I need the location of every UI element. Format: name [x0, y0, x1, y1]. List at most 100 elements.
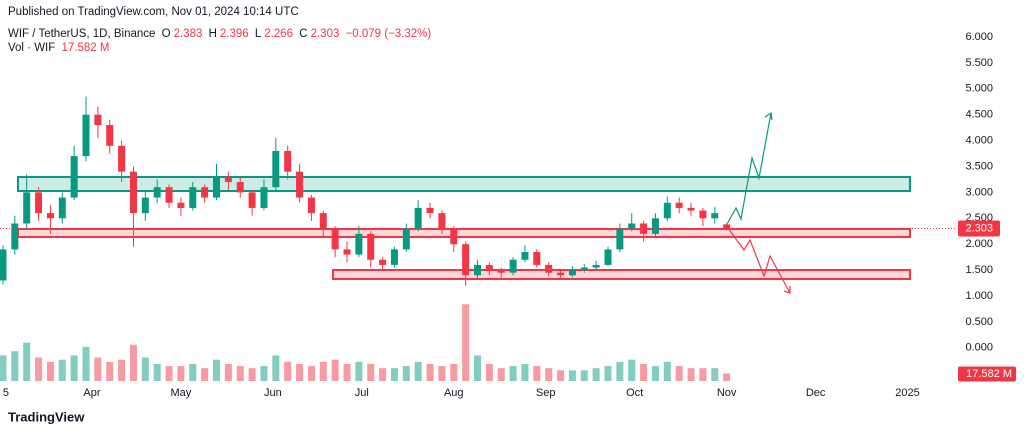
- o-key: O: [161, 28, 171, 40]
- candle-body: [177, 202, 185, 208]
- candle-body: [675, 202, 683, 208]
- l-value: 2.266: [264, 28, 294, 40]
- candle-body: [343, 249, 351, 255]
- bull-arrowhead: [764, 111, 773, 121]
- candle-body: [165, 187, 173, 203]
- candle-body: [485, 264, 493, 271]
- l-key: L: [254, 28, 262, 40]
- volume-bar: [141, 357, 149, 381]
- volume-bar: [70, 355, 78, 381]
- volume-bar: [296, 363, 304, 381]
- volume-bar: [94, 357, 102, 381]
- bear-arrowhead: [783, 286, 791, 294]
- candle-body: [82, 114, 90, 157]
- volume-bar: [628, 359, 636, 381]
- y-tick-label: 6.000: [965, 31, 993, 43]
- volume-bar: [165, 366, 173, 381]
- volume-bar: [640, 363, 648, 381]
- brand: TradingView: [8, 409, 85, 424]
- candle-body: [509, 259, 517, 273]
- legend: WIF / TetherUS, 1D, Binance O 2.383 H 2.39…: [8, 28, 434, 40]
- x-tick-label: 5: [3, 387, 9, 399]
- candle-body: [0, 249, 7, 281]
- volume-bar: [153, 363, 161, 381]
- volume-bar: [390, 368, 398, 381]
- volume-legend: Vol · WIF 17.582 M: [8, 42, 112, 54]
- volume-bar: [533, 366, 541, 381]
- h-key: H: [208, 28, 217, 40]
- volume-bar: [438, 366, 446, 381]
- change: −0.079 (−3.32%): [345, 28, 432, 40]
- candle-body: [11, 223, 19, 250]
- volume-bar: [129, 344, 137, 381]
- bull-path: [725, 112, 772, 227]
- candle-body: [58, 197, 66, 219]
- candle-body: [201, 187, 209, 198]
- candle-body: [23, 192, 31, 224]
- volume-bar: [307, 366, 315, 381]
- candle-body: [580, 267, 588, 271]
- volume-bar: [485, 363, 493, 381]
- volume-bar: [272, 355, 280, 381]
- volume-bar: [699, 368, 707, 381]
- volume-bar: [580, 370, 588, 381]
- volume-bar: [557, 370, 565, 381]
- published: Published on TradingView.com, Nov 01, 20…: [8, 6, 299, 18]
- volume-value: 17.582 M: [61, 42, 110, 54]
- candle-body: [521, 251, 529, 260]
- volume-bar: [687, 368, 695, 381]
- candle-body: [640, 223, 648, 234]
- volume-name: Vol · WIF: [8, 42, 56, 54]
- y-tick-label: 5.000: [965, 83, 993, 95]
- volume-bar: [236, 366, 244, 381]
- candle-body: [592, 264, 600, 268]
- x-tick-label: Nov: [717, 387, 737, 399]
- volume-bar: [118, 359, 126, 381]
- candle-body: [497, 270, 505, 273]
- volume-bar: [651, 366, 659, 381]
- volume-bar: [46, 361, 54, 381]
- y-tick-label: 0.500: [965, 316, 993, 328]
- candle-body: [651, 218, 659, 234]
- candle-body: [355, 233, 363, 255]
- candle-body: [723, 224, 731, 229]
- last-price-tag: [958, 220, 1000, 237]
- x-tick-label: May: [171, 387, 192, 399]
- candle-body: [118, 145, 126, 172]
- volume-bar: [616, 361, 624, 381]
- volume-bar: [284, 361, 292, 381]
- candle-body: [284, 150, 292, 172]
- volume-bar: [224, 363, 232, 381]
- support-zone: [17, 176, 911, 192]
- volume-bar: [379, 368, 387, 381]
- volume-tag-label: 17.582 M: [966, 368, 1012, 380]
- volume-bar: [545, 368, 553, 381]
- y-tick-label: 2.000: [965, 238, 993, 250]
- candle-body: [141, 197, 149, 214]
- y-tick-label: 3.500: [965, 160, 993, 172]
- volume-bar: [331, 359, 339, 381]
- candle-body: [533, 251, 541, 265]
- last-price-label: 2.303: [965, 222, 993, 234]
- candle-body: [450, 228, 458, 245]
- candle-body: [331, 228, 339, 250]
- candle-body: [319, 213, 327, 229]
- volume-bar: [402, 366, 410, 381]
- candle-body: [94, 114, 102, 126]
- volume-bar: [23, 342, 31, 381]
- volume-bar: [58, 359, 66, 381]
- volume-bar: [82, 346, 90, 381]
- bear-path: [727, 227, 791, 294]
- volume-bar: [711, 368, 719, 381]
- candle-body: [379, 259, 387, 265]
- x-tick-label: Dec: [806, 387, 826, 399]
- candle-body: [307, 197, 315, 214]
- volume-bar: [592, 368, 600, 381]
- y-tick-label: 1.000: [965, 290, 993, 302]
- candle-body: [545, 264, 553, 273]
- candle-body: [711, 213, 719, 219]
- y-tick-label: 4.500: [965, 109, 993, 121]
- y-tick-label: 4.000: [965, 134, 993, 146]
- volume-bar: [106, 361, 114, 381]
